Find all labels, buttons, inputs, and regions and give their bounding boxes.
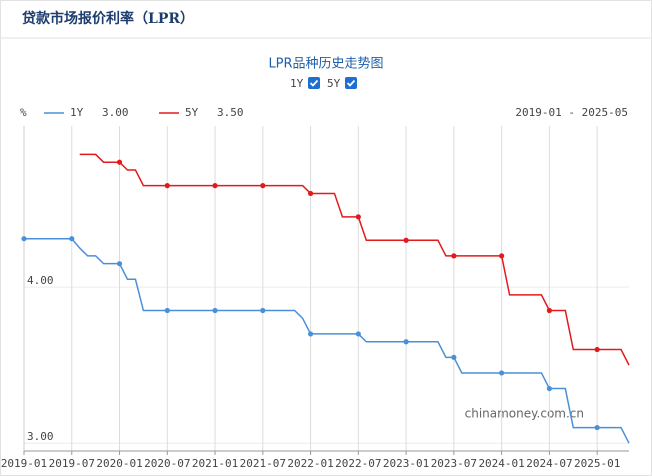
series-dot [403, 339, 409, 345]
series-dot [403, 237, 409, 243]
checkbox[interactable] [345, 77, 357, 89]
series-dot [212, 183, 218, 189]
series-dot [307, 190, 314, 197]
y-tick-label: 4.00 [27, 274, 54, 287]
x-tick-label: 2021-01 [192, 457, 238, 470]
checkbox-box[interactable] [308, 77, 320, 89]
checkbox-tick [346, 79, 356, 87]
series-dot [546, 307, 552, 314]
series-dot [451, 253, 457, 259]
series-dot [69, 236, 75, 242]
series-dot [116, 261, 123, 267]
checkbox-box[interactable] [345, 77, 357, 89]
series-dot [594, 346, 600, 353]
checkbox-label: 5Y [327, 77, 341, 90]
legend-label: 5Y [185, 106, 199, 119]
series-dot [594, 424, 600, 431]
series-dot [260, 307, 266, 314]
y-unit: % [20, 106, 27, 119]
legend-value: 3.00 [102, 106, 129, 119]
series-dot [355, 331, 361, 337]
series-dot [355, 214, 361, 220]
series-dot [212, 307, 218, 314]
series-dot [260, 183, 266, 189]
x-tick-label: 2024-01 [478, 457, 524, 470]
x-tick-label: 2023-01 [383, 457, 429, 470]
y-tick-label: 3.00 [27, 430, 54, 443]
series-dot [499, 253, 505, 259]
series-dot [164, 183, 170, 189]
series-line [24, 237, 630, 444]
series-dot [451, 354, 457, 360]
x-tick-label: 2022-07 [335, 457, 381, 470]
series-line [79, 153, 630, 366]
date-range: 2019-01 - 2025-05 [515, 106, 628, 119]
checkbox[interactable] [308, 77, 320, 89]
checkbox-tick [309, 79, 319, 87]
x-tick-label: 2019-07 [49, 457, 95, 470]
legend-value: 3.50 [217, 106, 244, 119]
series-dot [116, 159, 123, 165]
x-tick-label: 2022-01 [287, 457, 333, 470]
x-tick-label: 2020-01 [96, 457, 142, 470]
x-tick-label: 2025-01 [574, 457, 620, 470]
x-tick-label: 2024-07 [526, 457, 572, 470]
x-tick-label: 2020-07 [144, 457, 190, 470]
x-tick-label: 2023-07 [431, 457, 477, 470]
series-dot [499, 370, 505, 376]
x-tick-label: 2019-01 [1, 457, 47, 470]
legend-label: 1Y [70, 106, 84, 119]
series-dot [307, 331, 314, 337]
series-dot [164, 307, 170, 314]
series-dot [546, 385, 552, 392]
x-tick-label: 2021-07 [240, 457, 286, 470]
header-title: 贷款市场报价利率（LPR） [22, 10, 194, 27]
chart-title: LPR品种历史走势图 [268, 56, 383, 72]
checkbox-label: 1Y [290, 77, 304, 90]
watermark: chinamoney.com.cn [465, 407, 584, 421]
series-dot [21, 236, 27, 242]
